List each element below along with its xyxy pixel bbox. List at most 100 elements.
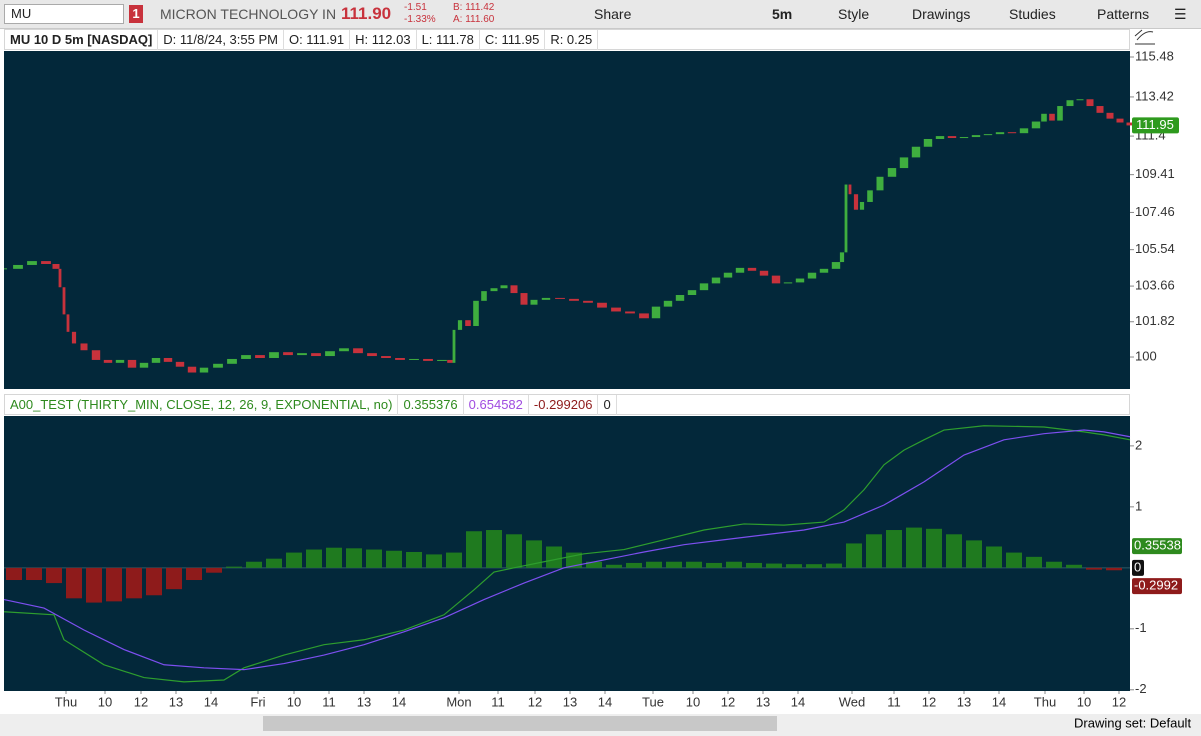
ask: A: 111.60 [453,14,495,25]
histogram-bar [6,567,22,581]
candle [465,320,471,327]
candle [151,357,161,363]
histogram-bar [166,567,182,590]
x-tick-label: 13 [756,694,770,709]
candle [1066,100,1074,107]
share-button[interactable]: Share [594,6,632,22]
studies-button[interactable]: Studies [1009,6,1056,22]
y-tick-label: 100 [1135,348,1157,363]
value-badge-label: 0 [1134,559,1141,574]
x-tick-label: 14 [204,694,218,709]
histogram-bar [846,543,862,568]
candle [675,295,685,301]
histogram-bar [606,564,622,568]
candle [530,299,538,305]
style-button[interactable]: Style [838,6,870,22]
x-tick-label: 12 [721,694,735,709]
candle [339,348,349,352]
candle [1007,132,1017,134]
candle [1076,99,1084,101]
drawings-button[interactable]: Drawings [912,6,971,22]
candle [807,272,817,279]
drawing-set[interactable]: Drawing set: Default [1074,715,1191,730]
x-tick-label: Mon [446,694,471,709]
candle [62,287,66,315]
histogram-bar [286,552,302,568]
info: 0.355376 [398,395,464,415]
candle [699,283,709,291]
symbol-input[interactable]: MU [4,4,124,24]
y-tick-label: 109.41 [1135,166,1175,181]
candle [771,275,781,284]
candle [983,134,993,136]
bid: B: 111.42 [453,2,495,13]
patterns-button[interactable]: Patterns [1097,6,1150,22]
histogram-bar [1086,567,1102,570]
x-tick-label: Fri [250,694,265,709]
candle [876,176,884,191]
indicator-line [3,425,1131,683]
candle [831,262,841,269]
last-price: 111.90 [341,4,392,23]
candle [1106,112,1114,119]
candle [839,252,845,263]
candle [995,132,1005,135]
x-tick-label: 10 [287,694,301,709]
candle [325,351,335,357]
candle [481,291,487,301]
timeframe-button[interactable]: 5m [772,6,793,22]
scroll-thumb[interactable] [263,716,777,731]
candle [409,358,419,360]
x-tick-label: 12 [1112,694,1126,709]
candle [52,263,60,269]
candle [1041,113,1047,122]
candle [1086,99,1094,107]
candle [27,261,37,265]
y-tick-label: 103.66 [1135,278,1175,293]
histogram-bar [406,551,422,568]
candle [569,298,579,301]
chart-icon[interactable] [1134,29,1155,45]
histogram-bar [346,548,362,568]
candle [213,363,223,368]
candle [395,357,405,360]
candle [711,277,721,284]
candle [625,311,635,314]
histogram-bar [126,567,142,599]
net-change: -1.51 [404,2,427,13]
histogram-bar [766,563,782,568]
histogram-bar [726,561,742,568]
histogram-bar [806,564,822,568]
histogram-bar [826,563,842,568]
y-tick-label: 105.54 [1135,241,1175,256]
candle [447,359,453,363]
info: O: 111.91 [284,30,351,50]
candle [510,285,518,294]
x-tick-label: 13 [357,694,371,709]
candle [611,307,621,312]
info: C: 111.95 [480,30,546,50]
histogram-bar [186,567,202,581]
candle [723,272,733,278]
chart-title: MU 10 D 5m [NASDAQ] [5,30,159,50]
info: H: 112.03 [350,30,417,50]
histogram-bar [926,528,942,568]
candle [115,359,125,363]
histogram-bar [306,549,322,568]
candle [651,306,661,319]
alert-badge[interactable]: 1 [129,5,143,23]
candle [452,329,456,363]
x-tick-label: Thu [1034,694,1056,709]
candle [735,267,745,273]
histogram-bar [66,567,82,599]
candle [311,353,321,357]
candle [759,270,769,276]
candle [423,358,433,361]
candle [1096,106,1104,113]
y-tick-label: 101.82 [1135,313,1175,328]
symbol[interactable]: MU [11,6,32,21]
info: 0.654582 [464,395,529,415]
menu-button[interactable]: ☰ [1174,6,1187,22]
histogram-bar [546,546,562,568]
histogram-bar [666,561,682,568]
